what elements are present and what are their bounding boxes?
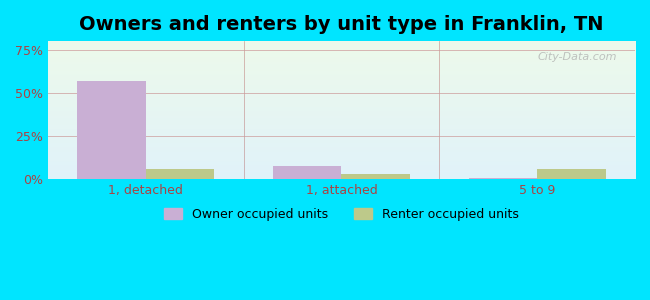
Bar [273,166,341,179]
Bar [469,178,537,179]
Bar [537,169,606,179]
Bar [341,174,410,179]
Title: Owners and renters by unit type in Franklin, TN: Owners and renters by unit type in Frank… [79,15,604,34]
Bar [77,81,146,179]
Legend: Owner occupied units, Renter occupied units: Owner occupied units, Renter occupied un… [159,203,524,226]
Bar [146,169,214,179]
Text: City-Data.com: City-Data.com [538,52,617,62]
